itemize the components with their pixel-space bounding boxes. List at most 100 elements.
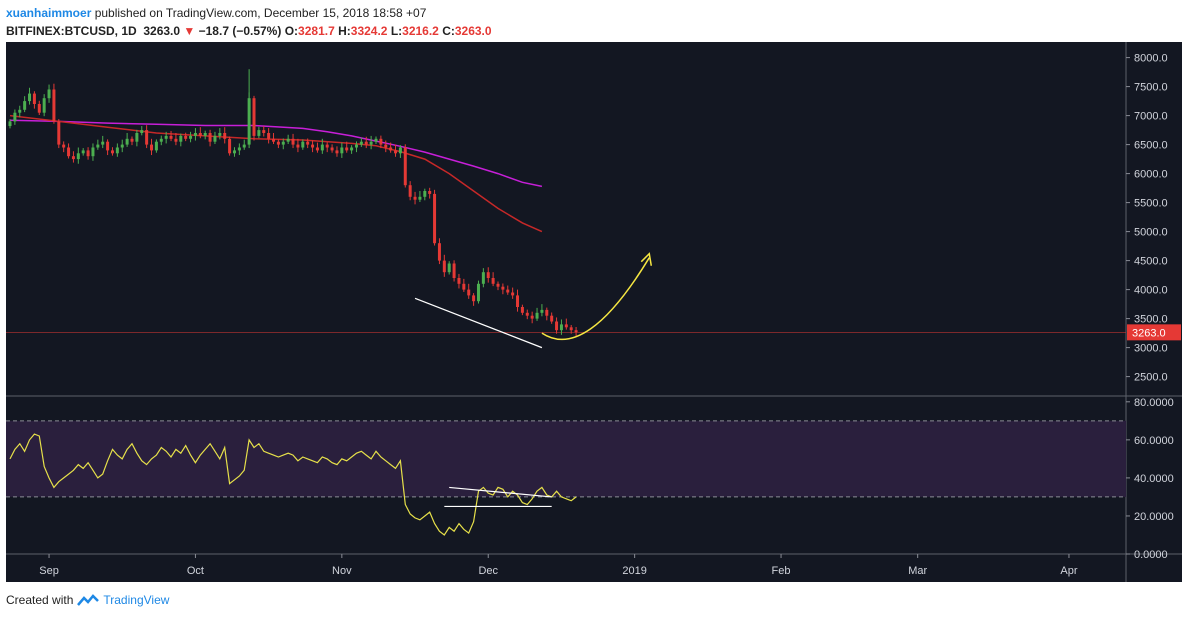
price-tick-label: 6500.0	[1134, 140, 1168, 152]
candle-body	[330, 147, 334, 151]
publish-info: xuanhaimmoer published on TradingView.co…	[6, 5, 426, 21]
candle-body	[511, 292, 515, 296]
candle-body	[374, 138, 378, 142]
chart-area[interactable]: 8000.0 7500.0 7000.0 6500.0 6000.0 5500.0 5000…	[6, 42, 1182, 582]
price-tick-label: 7000.0	[1134, 111, 1168, 123]
last-price-tag	[1127, 324, 1181, 341]
rsi-line	[9, 433, 577, 536]
candle-body	[174, 138, 178, 142]
candle-body	[96, 144, 100, 148]
candle-body	[42, 98, 46, 113]
candle-body	[359, 141, 363, 145]
candle-body	[452, 263, 456, 278]
rsi-tick-label: 0.0000	[1134, 549, 1168, 561]
footer: Created with TradingView	[6, 593, 169, 607]
rsi-tick-label: 60.0000	[1134, 435, 1174, 447]
time-tick-label: 2019	[622, 565, 646, 577]
candle-body	[403, 147, 407, 186]
candle-body	[457, 278, 461, 284]
candle-body	[564, 324, 568, 328]
candle-body	[257, 130, 261, 136]
projection-curve	[541, 257, 650, 341]
price-tick-label: 5500.0	[1134, 198, 1168, 210]
rsi-tick-label: 40.0000	[1134, 473, 1174, 485]
candle-body	[286, 138, 290, 142]
candle-body	[350, 147, 354, 151]
time-tick-label: Nov	[332, 565, 352, 577]
rsi-tick-label: 80.0000	[1134, 397, 1174, 409]
ma-fast-line	[9, 114, 543, 233]
candle-body	[267, 133, 271, 139]
candle-body	[272, 138, 276, 142]
tradingview-logo-icon	[77, 594, 100, 606]
chart-svg[interactable]: 8000.0 7500.0 7000.0 6500.0 6000.0 5500.0 5000…	[6, 42, 1182, 582]
candle-body	[569, 327, 573, 331]
rsi-upper-trendline	[449, 486, 552, 498]
candle-body	[574, 330, 578, 333]
price-tick-label: 5000.0	[1134, 227, 1168, 239]
candle-body	[193, 133, 197, 136]
candle-body	[506, 289, 510, 293]
candle-body	[159, 138, 163, 142]
candle-body	[398, 147, 402, 154]
price-tick-label: 3500.0	[1134, 314, 1168, 326]
candle-body	[472, 295, 476, 302]
candle-body	[276, 141, 280, 145]
down-arrow-icon: ▼	[183, 24, 196, 38]
last-price: 3263.0	[143, 24, 181, 38]
candle-body	[389, 147, 393, 151]
candle-body	[306, 141, 310, 145]
candle-body	[486, 272, 490, 278]
candle-body	[154, 141, 158, 151]
candle-body	[106, 141, 110, 151]
high-label: H:	[338, 24, 351, 38]
price-tick-label: 6000.0	[1134, 169, 1168, 181]
candle-body	[354, 144, 358, 148]
rsi-tick-label: 20.0000	[1134, 511, 1174, 523]
candle-body	[442, 260, 446, 273]
candle-body	[120, 144, 124, 148]
candle-body	[81, 150, 85, 154]
candle-body	[418, 196, 422, 200]
candle-body	[130, 138, 134, 142]
price-tick-label: 2500.0	[1134, 372, 1168, 384]
candle-body	[213, 135, 217, 142]
published-text: published on TradingView.com, December 1…	[91, 6, 427, 20]
candle-body	[501, 286, 505, 290]
candle-body	[67, 147, 71, 157]
candle-body	[203, 133, 207, 136]
author-name[interactable]: xuanhaimmoer	[6, 6, 92, 20]
price-tick-label: 7500.0	[1134, 82, 1168, 94]
candle-body	[433, 193, 437, 244]
candle-body	[179, 135, 183, 142]
downtrend-support-line	[414, 297, 543, 349]
candle-body	[57, 121, 61, 145]
candle-body	[447, 263, 451, 273]
candle-body	[291, 138, 295, 145]
candle-body	[91, 147, 95, 157]
candle-body	[28, 93, 32, 102]
candle-body	[145, 130, 149, 145]
time-tick-label: Oct	[187, 565, 204, 577]
high-value: 3324.2	[350, 24, 388, 38]
candle-body	[242, 144, 246, 148]
candle-body	[496, 283, 500, 287]
candle-body	[428, 191, 432, 194]
price-tick-label: 8000.0	[1134, 53, 1168, 65]
price-tick-label: 4500.0	[1134, 256, 1168, 268]
tradingview-brand[interactable]: TradingView	[103, 593, 170, 607]
candle-body	[384, 144, 388, 148]
candle-body	[62, 144, 66, 148]
candle-body	[423, 191, 427, 197]
candle-body	[379, 138, 383, 145]
candle-body	[281, 141, 285, 145]
symbol-label: BITFINEX:BTCUSD, 1D	[6, 24, 137, 38]
candle-body	[32, 93, 36, 104]
candle-body	[311, 144, 315, 148]
candle-body	[340, 147, 344, 154]
candle-body	[437, 243, 441, 261]
candle-body	[23, 101, 27, 110]
candle-body	[555, 321, 559, 331]
low-value: 3216.2	[402, 24, 439, 38]
candle-body	[86, 150, 90, 157]
